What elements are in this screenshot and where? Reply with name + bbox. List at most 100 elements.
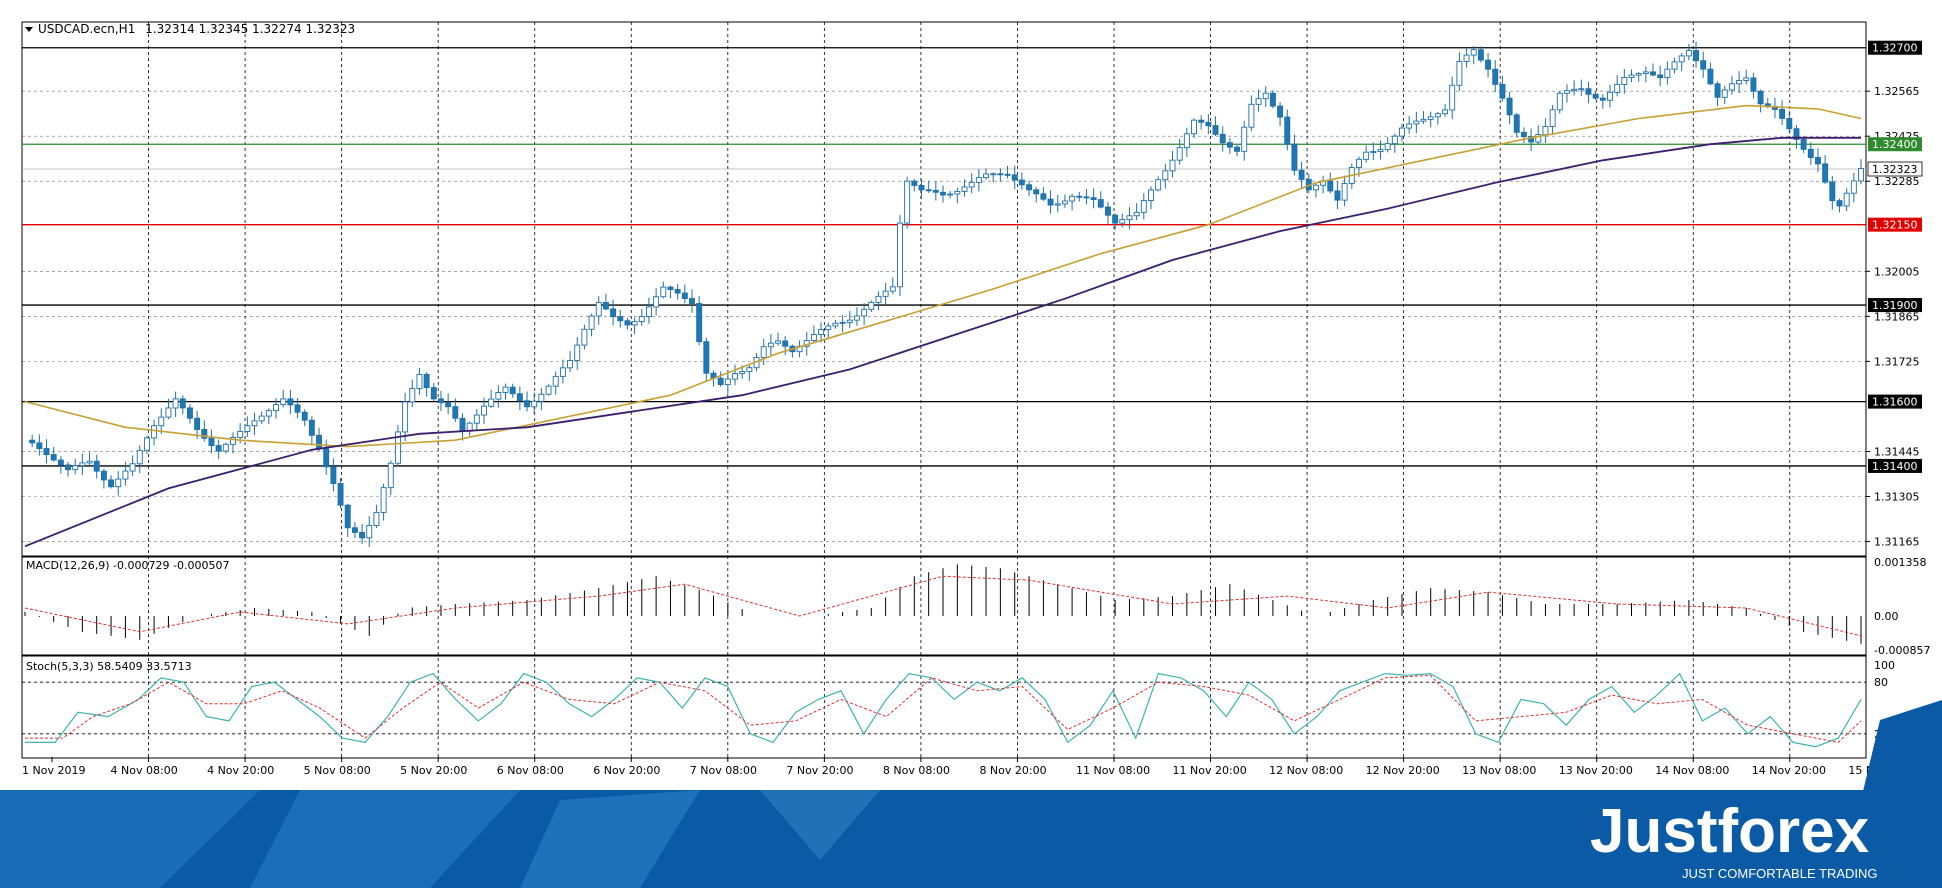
bull-candle xyxy=(1664,68,1671,79)
bear-candle xyxy=(1018,179,1025,186)
level-price-badge xyxy=(1868,217,1922,232)
level-price-label: 1.31600 xyxy=(1872,396,1918,409)
bull-candle xyxy=(818,329,825,336)
level-price-badge xyxy=(1868,458,1922,473)
bear-candle xyxy=(65,464,71,471)
bear-candle xyxy=(1090,197,1097,201)
bull-candle xyxy=(1413,120,1420,125)
bear-candle xyxy=(1800,138,1807,150)
bear-candle xyxy=(1004,173,1011,176)
time-tick-label: 8 Nov 20:00 xyxy=(979,764,1046,777)
ma-fast-line xyxy=(24,104,1862,448)
bull-candle xyxy=(1061,200,1068,205)
bear-candle xyxy=(610,308,617,318)
bear-candle xyxy=(1485,59,1492,70)
bear-candle xyxy=(617,316,624,322)
bear-candle xyxy=(602,302,609,310)
bull-candle xyxy=(273,404,279,412)
bear-candle xyxy=(1757,90,1764,105)
bull-candle xyxy=(1427,116,1434,120)
bear-candle xyxy=(1334,190,1341,201)
bear-candle xyxy=(337,483,344,506)
bear-candle xyxy=(516,393,523,402)
bear-candle xyxy=(1700,60,1707,70)
bear-candle xyxy=(186,407,193,419)
bear-candle xyxy=(940,191,946,196)
bear-candle xyxy=(1592,93,1599,99)
time-tick-label: 14 Nov 20:00 xyxy=(1752,764,1826,777)
bull-candle xyxy=(1126,215,1133,221)
bull-candle xyxy=(739,371,746,374)
time-tick-label: 12 Nov 20:00 xyxy=(1366,764,1440,777)
time-tick-label: 5 Nov 20:00 xyxy=(400,764,467,777)
bull-candle xyxy=(1743,77,1750,81)
time-tick-label: 6 Nov 20:00 xyxy=(593,764,660,777)
bull-candle xyxy=(1635,73,1642,76)
price-tick-label: 1.31445 xyxy=(1874,445,1920,458)
bear-candle xyxy=(703,341,710,374)
bear-candle xyxy=(1822,163,1829,183)
macd-tick-label: 0.001358 xyxy=(1874,556,1927,569)
bear-candle xyxy=(1097,199,1104,208)
bear-candle xyxy=(911,180,918,186)
candles xyxy=(29,41,1864,547)
bull-candle xyxy=(1248,103,1255,128)
macd-panel-frame xyxy=(21,556,1867,656)
bull-candle xyxy=(961,186,968,192)
bull-candle xyxy=(1363,151,1370,160)
bull-candle xyxy=(1262,92,1269,100)
bull-candle xyxy=(1384,143,1391,151)
bull-candle xyxy=(638,316,645,323)
horizontal-levels xyxy=(22,47,1866,467)
bear-candle xyxy=(215,445,222,452)
bull-candle xyxy=(1578,88,1585,91)
bull-candle xyxy=(222,443,229,452)
level-price-badge xyxy=(1868,137,1922,152)
bull-candle xyxy=(488,398,495,407)
bear-candle xyxy=(330,466,337,485)
bull-candle xyxy=(1628,74,1635,78)
bull-candle xyxy=(875,295,882,303)
bear-candle xyxy=(1212,125,1219,135)
bear-candle xyxy=(1829,181,1836,202)
bull-candle xyxy=(904,180,911,224)
bear-candle xyxy=(1234,146,1241,152)
bear-candle xyxy=(1520,131,1527,138)
bull-candle xyxy=(366,525,373,539)
bear-candle xyxy=(344,504,351,529)
bull-candle xyxy=(402,401,409,433)
bull-candle xyxy=(1155,179,1162,191)
price-axis: 1.325651.324251.322851.320051.318651.317… xyxy=(1866,40,1923,549)
bear-candle xyxy=(50,454,57,461)
level-price-label: 1.32700 xyxy=(1872,42,1918,55)
bear-candle xyxy=(323,448,330,468)
time-axis: 1 Nov 2019 4 Nov 08:00 4 Nov 20:00 5 Nov 08… xyxy=(22,757,1923,777)
bull-candle xyxy=(1549,109,1556,127)
bear-candle xyxy=(1779,108,1786,119)
bear-candle xyxy=(1291,143,1298,171)
bear-candle xyxy=(1219,133,1226,144)
price-tick-label: 1.31865 xyxy=(1874,310,1920,323)
bull-candle xyxy=(645,306,652,317)
bear-candle xyxy=(1836,200,1843,207)
bull-candle xyxy=(1191,119,1197,135)
bull-candle xyxy=(810,334,817,341)
bull-candle xyxy=(732,373,738,380)
collapse-triangle-icon[interactable] xyxy=(25,27,33,32)
bull-candle xyxy=(495,392,502,400)
bull-candle xyxy=(552,375,559,387)
bear-candle xyxy=(1714,83,1721,98)
bear-candle xyxy=(1011,174,1018,181)
bull-candle xyxy=(581,328,588,346)
bull-candle xyxy=(72,465,79,471)
bull-candle xyxy=(115,478,122,488)
bear-candle xyxy=(1585,88,1592,95)
macd-title: MACD(12,26,9) -0.000729 -0.000507 xyxy=(26,559,229,572)
time-tick-label: 14 Nov 08:00 xyxy=(1655,764,1729,777)
bull-candle xyxy=(1148,189,1154,201)
bear-candle xyxy=(1076,195,1083,198)
bull-candle xyxy=(251,420,258,427)
price-tick-label: 1.31725 xyxy=(1874,355,1920,368)
bull-candle xyxy=(990,173,997,176)
bull-candle xyxy=(1678,55,1685,63)
